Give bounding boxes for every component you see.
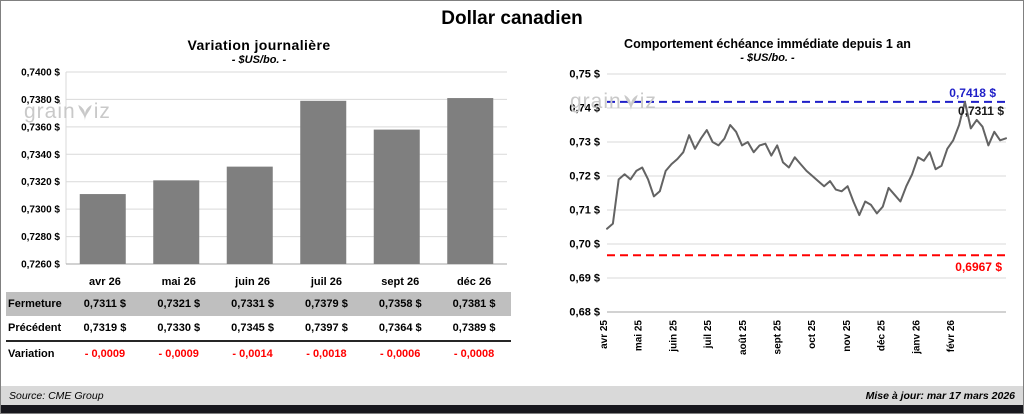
- svg-text:0,7400 $: 0,7400 $: [21, 68, 60, 79]
- bar-chart-area: 0,7400 $ 0,7380 $ 0,7360 $ 0,7340 $ 0,7320 $…: [6, 66, 512, 271]
- svg-text:0,74 $: 0,74 $: [569, 103, 600, 115]
- bottom-bar: [1, 405, 1023, 413]
- line-chart-subtitle: - $US/bo. -: [740, 52, 795, 64]
- table-row-fermeture: Fermeture 0,7311 $ 0,7321 $ 0,7331 $ 0,7…: [6, 292, 511, 316]
- svg-text:nov 25: nov 25: [842, 320, 853, 352]
- table-cell: 0,7364 $: [378, 322, 422, 334]
- table-cell: 0,7311 $: [83, 298, 127, 310]
- daily-variation-panel: Variation journalière - $US/bo. - 0,7400…: [1, 34, 512, 386]
- svg-text:0,73 $: 0,73 $: [569, 137, 600, 149]
- svg-text:0,68 $: 0,68 $: [569, 307, 600, 319]
- table-cell: - 0,0009: [158, 348, 199, 360]
- table-cell: - 0,0018: [306, 348, 347, 360]
- footer: Source: CME Group Mise à jour: mar 17 ma…: [1, 386, 1023, 405]
- svg-text:0,7360 $: 0,7360 $: [21, 122, 60, 133]
- svg-text:févr 26: févr 26: [946, 320, 957, 353]
- svg-text:0,69 $: 0,69 $: [569, 273, 600, 285]
- table-cell: 0,7389 $: [452, 322, 496, 334]
- futures-table: avr 26 mai 26 juin 26 juil 26 sept 26 dé…: [6, 272, 511, 366]
- svg-text:0,7320 $: 0,7320 $: [21, 177, 60, 188]
- svg-text:0,7380 $: 0,7380 $: [21, 95, 60, 106]
- bar-chart: 0,7400 $ 0,7380 $ 0,7360 $ 0,7340 $ 0,7320 $…: [21, 68, 507, 271]
- svg-text:juil 25: juil 25: [703, 320, 714, 350]
- bar-chart-title: Variation journalière: [187, 37, 331, 53]
- table-cell: 0,7330 $: [157, 322, 201, 334]
- column-header: juil 26: [310, 276, 342, 288]
- one-year-panel: Comportement échéance immédiate depuis 1…: [512, 34, 1023, 386]
- table-cell: 0,7319 $: [83, 322, 127, 334]
- line-chart-area: 0,75 $ 0,74 $ 0,73 $ 0,72 $ 0,71 $ 0,70 $ 0,69…: [512, 64, 1023, 374]
- table-cell: - 0,0008: [453, 348, 495, 360]
- table-header-row: avr 26 mai 26 juin 26 juil 26 sept 26 dé…: [6, 272, 511, 292]
- column-header: mai 26: [161, 276, 196, 288]
- source-label: Source: CME Group: [9, 389, 104, 402]
- svg-text:0,7300 $: 0,7300 $: [21, 205, 60, 216]
- column-header: sept 26: [381, 276, 420, 288]
- svg-text:août 25: août 25: [738, 320, 749, 355]
- table-cell: 0,7381 $: [452, 298, 496, 310]
- table-row-precedent: Précédent 0,7319 $ 0,7330 $ 0,7345 $ 0,7…: [6, 316, 511, 342]
- svg-text:sept 25: sept 25: [772, 320, 783, 355]
- table-cell: 0,7345 $: [231, 322, 274, 334]
- row-label: Précédent: [8, 322, 62, 334]
- svg-text:0,6967 $: 0,6967 $: [955, 260, 1002, 274]
- svg-text:oct 25: oct 25: [807, 320, 818, 349]
- svg-text:mai 25: mai 25: [634, 320, 645, 352]
- bar-chart-subtitle: - $US/bo. -: [231, 54, 287, 66]
- panels: Variation journalière - $US/bo. - 0,7400…: [1, 34, 1023, 386]
- table-cell: - 0,0006: [380, 348, 421, 360]
- row-label: Variation: [8, 348, 55, 360]
- line-chart: 0,75 $ 0,74 $ 0,73 $ 0,72 $ 0,71 $ 0,70 $ 0,69…: [569, 69, 1007, 355]
- svg-text:0,7280 $: 0,7280 $: [21, 232, 60, 243]
- svg-text:0,7311 $: 0,7311 $: [958, 104, 1004, 118]
- svg-text:avr 25: avr 25: [599, 320, 610, 349]
- line-chart-title: Comportement échéance immédiate depuis 1…: [624, 37, 911, 51]
- page-title: Dollar canadien: [441, 8, 583, 29]
- table-cell: 0,7397 $: [305, 322, 348, 334]
- svg-text:0,7418 $: 0,7418 $: [949, 86, 996, 100]
- svg-text:0,7340 $: 0,7340 $: [21, 150, 60, 161]
- svg-text:0,71 $: 0,71 $: [569, 205, 600, 217]
- row-label: Fermeture: [8, 298, 62, 310]
- table-cell: 0,7331 $: [231, 298, 274, 310]
- table-cell: 0,7379 $: [305, 298, 348, 310]
- svg-text:0,72 $: 0,72 $: [569, 171, 600, 183]
- svg-text:0,70 $: 0,70 $: [569, 239, 600, 251]
- svg-text:juin 25: juin 25: [668, 320, 679, 353]
- column-header: juin 26: [235, 276, 270, 288]
- table-row-variation: Variation - 0,0009 - 0,0009 - 0,0014 - 0…: [6, 342, 511, 366]
- table-cell: 0,7321 $: [157, 298, 201, 310]
- svg-text:0,7260 $: 0,7260 $: [21, 260, 60, 271]
- svg-text:déc 25: déc 25: [877, 320, 888, 352]
- svg-text:janv 26: janv 26: [911, 320, 922, 355]
- table-cell: - 0,0014: [232, 348, 273, 360]
- table-cell: 0,7358 $: [378, 298, 422, 310]
- column-header: déc 26: [456, 276, 492, 288]
- column-header: avr 26: [89, 276, 121, 288]
- svg-text:0,75 $: 0,75 $: [569, 69, 600, 81]
- table-cell: - 0,0009: [84, 348, 126, 360]
- updated-label: Mise à jour: mar 17 mars 2026: [865, 389, 1015, 402]
